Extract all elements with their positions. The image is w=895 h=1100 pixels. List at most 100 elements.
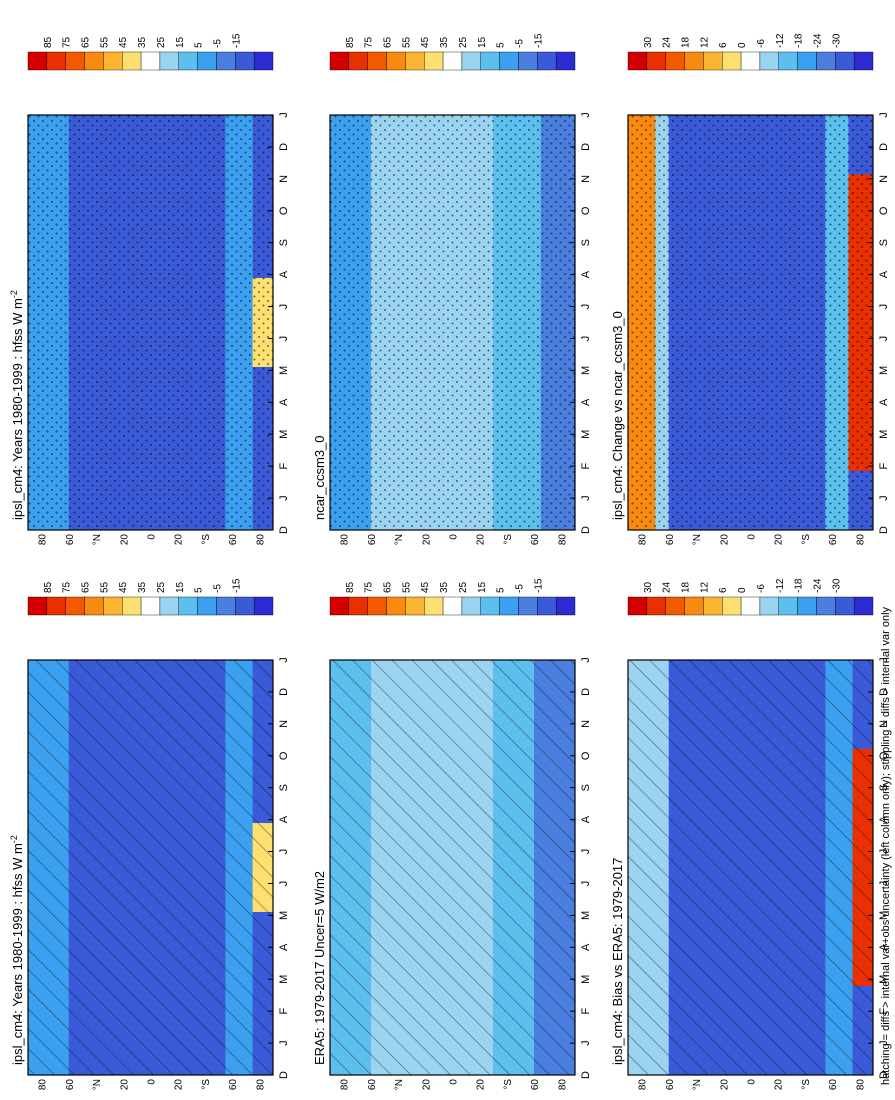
colorbar-swatch — [367, 596, 387, 616]
colorbar-swatch — [740, 51, 761, 71]
colorbar-label: -5 — [514, 39, 525, 48]
month-label: F — [580, 463, 592, 470]
month-label: S — [878, 784, 890, 791]
colorbar-swatch — [46, 596, 66, 616]
colorbar-swatch — [778, 596, 798, 616]
month-label: A — [878, 815, 890, 823]
month-label: J — [878, 849, 890, 855]
colorbar-label: 35 — [439, 581, 450, 593]
month-label: M — [278, 975, 290, 984]
lat-label: °N — [92, 534, 103, 545]
lat-label: 80 — [255, 534, 266, 546]
plot-frame — [627, 659, 874, 1076]
colorbar-label: 35 — [439, 36, 450, 48]
month-label: A — [580, 398, 592, 406]
colorbar-label: 75 — [62, 36, 73, 48]
lat-label: 80 — [340, 1079, 351, 1091]
month-label: J — [580, 304, 592, 310]
month-label: O — [580, 206, 592, 215]
colorbar-label: -5 — [514, 584, 525, 593]
lat-label: 60 — [828, 534, 839, 546]
lat-label: 20 — [719, 1079, 730, 1091]
month-label: J — [278, 336, 290, 342]
lat-label: 20 — [174, 1079, 185, 1091]
lat-label: 20 — [476, 1079, 487, 1091]
lat-label: 0 — [747, 1079, 758, 1085]
lat-label: 20 — [174, 534, 185, 546]
month-label: J — [580, 336, 592, 342]
month-label: J — [278, 657, 290, 663]
colorbar-swatch — [797, 51, 817, 71]
month-label: M — [580, 911, 592, 920]
colorbar-swatch — [665, 596, 685, 616]
colorbar-label: 12 — [699, 581, 710, 593]
lat-label: 60 — [228, 1079, 239, 1091]
colorbar-swatch — [405, 51, 425, 71]
colorbar-label: 25 — [458, 581, 469, 593]
panel-title: ipsl_cm4: Change vs ncar_ccsm3_0 — [610, 311, 625, 520]
colorbar-swatch — [835, 596, 855, 616]
colorbar-swatch — [348, 596, 368, 616]
month-label: J — [878, 657, 890, 663]
colorbar-swatch — [122, 596, 142, 616]
colorbar-label: -30 — [831, 33, 842, 48]
month-label: N — [878, 175, 890, 183]
colorbar-swatch — [646, 51, 666, 71]
colorbar-swatch — [537, 51, 557, 71]
colorbar-swatch — [722, 596, 742, 616]
colorbar-label: -15 — [533, 578, 544, 593]
colorbar-swatch — [442, 596, 463, 616]
colorbar-swatch — [518, 51, 538, 71]
month-label: J — [878, 304, 890, 310]
lat-label: 20 — [774, 534, 785, 546]
month-label: F — [278, 1008, 290, 1015]
colorbar-label: 45 — [420, 581, 431, 593]
month-label: A — [278, 815, 290, 823]
colorbar-swatch — [499, 596, 519, 616]
panel-ipsl-right: ipsl_cm4: Years 1980-1999 : hfss W m-2 D J… — [9, 33, 290, 545]
month-label: J — [278, 1040, 290, 1046]
colorbar-swatch — [518, 596, 538, 616]
colorbar-label: 45 — [420, 36, 431, 48]
colorbar-label: 15 — [477, 581, 488, 593]
panel-title-sup: -2 — [9, 835, 19, 843]
colorbar-swatch — [159, 596, 179, 616]
month-label: M — [878, 975, 890, 984]
colorbar-swatch — [461, 596, 481, 616]
hatching-overlay — [28, 660, 273, 1075]
lat-label: °N — [92, 1079, 103, 1090]
colorbar-label: 5 — [194, 42, 205, 48]
colorbar-label: 55 — [99, 581, 110, 593]
colorbar-swatch — [627, 51, 648, 71]
panel-ipsl-left: ipsl_cm4: Years 1980-1999 : hfss W m-2 D J… — [9, 578, 290, 1090]
colorbar-swatch — [103, 51, 123, 71]
plot-frame — [627, 114, 874, 531]
month-label: N — [580, 720, 592, 728]
lat-label: 60 — [228, 534, 239, 546]
lat-label: 20 — [476, 534, 487, 546]
lat-label: 0 — [147, 534, 158, 540]
lat-label: °S — [503, 1079, 514, 1090]
colorbar-swatch — [253, 51, 274, 71]
hatching-overlay — [628, 660, 873, 1075]
colorbar-label: 75 — [62, 581, 73, 593]
panel-era5: ERA5: 1979-2017 Uncer=5 W/m2 D J F M A M J J A S O N… — [312, 578, 592, 1090]
lat-label: 60 — [530, 534, 541, 546]
colorbar-label: 85 — [345, 581, 356, 593]
rotated-figure-group: ipsl_cm4: Years 1980-1999 : hfss W m-2 D J… — [9, 33, 890, 1090]
colorbar-label: 55 — [401, 581, 412, 593]
month-label: M — [878, 366, 890, 375]
lat-label: 80 — [557, 534, 568, 546]
colorbar-label: 65 — [383, 581, 394, 593]
month-label: O — [278, 206, 290, 215]
month-label: J — [580, 881, 592, 887]
colorbar-swatch — [329, 596, 350, 616]
lat-label: 60 — [367, 1079, 378, 1091]
month-label: J — [580, 112, 592, 118]
colorbar-swatch — [386, 596, 406, 616]
colorbar-swatch — [703, 596, 723, 616]
lat-label: °N — [394, 534, 405, 545]
colorbar-label: -6 — [756, 584, 767, 593]
colorbar-label: 75 — [364, 581, 375, 593]
